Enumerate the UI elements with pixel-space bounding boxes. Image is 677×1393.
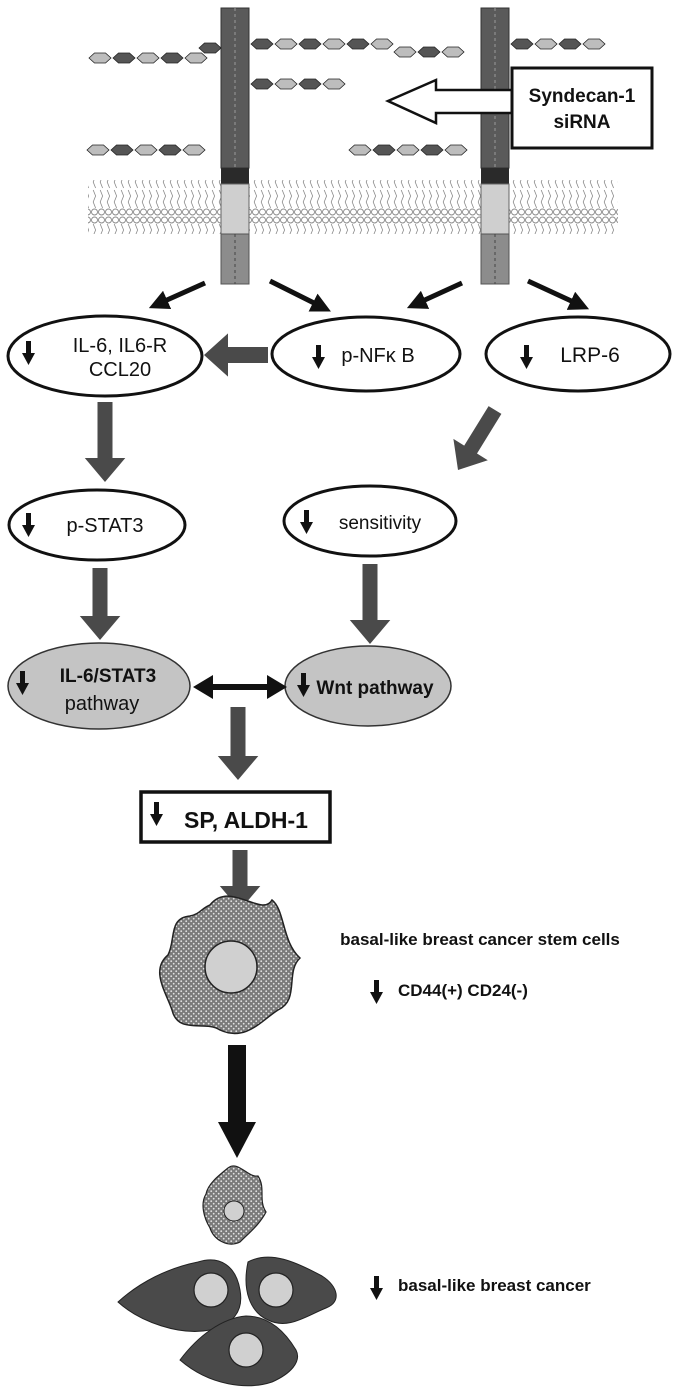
node-p-stat3: p-STAT3 bbox=[9, 490, 185, 560]
wnt-label: Wnt pathway bbox=[316, 678, 434, 699]
syndecan-core-protein-left bbox=[221, 8, 249, 284]
heparan-sulfate-bead bbox=[323, 79, 345, 89]
heparan-sulfate-bead bbox=[275, 39, 297, 49]
heparan-sulfate-bead bbox=[347, 39, 369, 49]
stem-cell-labels: basal-like breast cancer stem cells CD44… bbox=[340, 930, 620, 1004]
node-lrp6: LRP-6 bbox=[486, 317, 670, 391]
heparan-sulfate-bead bbox=[421, 145, 443, 155]
il6-line1: IL-6, IL6-R bbox=[73, 335, 167, 357]
heparan-sulfate-bead bbox=[299, 39, 321, 49]
heparan-sulfate-bead bbox=[89, 53, 111, 63]
heparan-sulfate-bead bbox=[111, 145, 133, 155]
heparan-sulfate-bead bbox=[418, 47, 440, 57]
lrp6-label: LRP-6 bbox=[560, 344, 620, 367]
heparan-sulfate-bead bbox=[583, 39, 605, 49]
down-arrow-icon bbox=[370, 980, 383, 1004]
heparan-sulfate-bead bbox=[371, 39, 393, 49]
p-stat3-label: p-STAT3 bbox=[66, 515, 143, 537]
heparan-sulfate-bead bbox=[185, 53, 207, 63]
flow-arrow bbox=[80, 568, 121, 640]
progression-arrow bbox=[218, 1045, 256, 1158]
heparan-sulfate-bead bbox=[275, 79, 297, 89]
membrane-signal-arrows bbox=[158, 281, 580, 307]
sp-aldh1-box: SP, ALDH-1 bbox=[141, 792, 330, 842]
node-il6-il6r-ccl20: IL-6, IL6-R CCL20 bbox=[8, 316, 202, 396]
heparan-sulfate-bead bbox=[373, 145, 395, 155]
heparan-sulfate-bead bbox=[323, 39, 345, 49]
sp-aldh1-label: SP, ALDH-1 bbox=[184, 807, 308, 833]
flow-arrow bbox=[453, 406, 501, 470]
heparan-sulfate-bead bbox=[159, 145, 181, 155]
heparan-sulfate-bead bbox=[251, 79, 273, 89]
basal-like-cancer-label: basal-like breast cancer bbox=[398, 1276, 591, 1295]
heparan-sulfate-bead bbox=[87, 145, 109, 155]
sirna-box-line1: Syndecan-1 bbox=[529, 86, 636, 107]
il6-line2: CCL20 bbox=[89, 359, 151, 381]
basal-like-cancer-cells bbox=[118, 1257, 336, 1386]
heparan-sulfate-bead bbox=[199, 43, 221, 53]
il6-stat3-line2: pathway bbox=[65, 693, 140, 715]
node-il6-stat3-pathway: IL-6/STAT3 pathway bbox=[8, 643, 190, 729]
heparan-sulfate-bead bbox=[135, 145, 157, 155]
stem-cell-markers: CD44(+) CD24(-) bbox=[398, 981, 528, 1000]
heparan-sulfate-bead bbox=[442, 47, 464, 57]
heparan-sulfate-bead bbox=[137, 53, 159, 63]
heparan-sulfate-bead bbox=[394, 47, 416, 57]
heparan-sulfate-bead bbox=[349, 145, 371, 155]
il6-stat3-line1: IL-6/STAT3 bbox=[60, 666, 156, 687]
cell-membrane bbox=[88, 180, 618, 234]
heparan-sulfate-bead bbox=[161, 53, 183, 63]
heparan-sulfate-bead bbox=[559, 39, 581, 49]
heparan-sulfate-bead bbox=[299, 79, 321, 89]
p-nfkb-label: p-NFκ B bbox=[341, 345, 414, 367]
down-arrow-icon bbox=[370, 1276, 383, 1300]
heparan-sulfate-bead bbox=[183, 145, 205, 155]
node-p-nfkb: p-NFκ B bbox=[272, 317, 460, 391]
crosstalk-double-arrow bbox=[193, 675, 287, 699]
heparan-sulfate-bead bbox=[251, 39, 273, 49]
cancer-stem-cell bbox=[160, 896, 300, 1033]
node-sensitivity: sensitivity bbox=[284, 486, 456, 556]
small-stem-cell bbox=[203, 1166, 266, 1244]
flow-arrow bbox=[204, 333, 268, 376]
syndecan-1-sirna-box: Syndecan-1 siRNA bbox=[512, 68, 652, 148]
heparan-sulfate-bead bbox=[511, 39, 533, 49]
cancer-label-group: basal-like breast cancer bbox=[370, 1276, 591, 1300]
stem-cells-title: basal-like breast cancer stem cells bbox=[340, 930, 620, 949]
sirna-box-line2: siRNA bbox=[553, 112, 610, 133]
heparan-sulfate-bead bbox=[445, 145, 467, 155]
sensitivity-label: sensitivity bbox=[339, 513, 422, 534]
flow-arrow bbox=[350, 564, 391, 644]
heparan-sulfate-bead bbox=[535, 39, 557, 49]
flow-arrow bbox=[218, 707, 258, 780]
syndecan-core-protein-right bbox=[481, 8, 509, 284]
heparan-sulfate-bead bbox=[113, 53, 135, 63]
heparan-sulfate-bead bbox=[397, 145, 419, 155]
node-wnt-pathway: Wnt pathway bbox=[285, 646, 451, 726]
flow-arrow bbox=[85, 402, 126, 482]
